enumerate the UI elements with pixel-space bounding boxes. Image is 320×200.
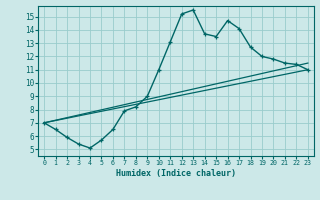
X-axis label: Humidex (Indice chaleur): Humidex (Indice chaleur) [116,169,236,178]
